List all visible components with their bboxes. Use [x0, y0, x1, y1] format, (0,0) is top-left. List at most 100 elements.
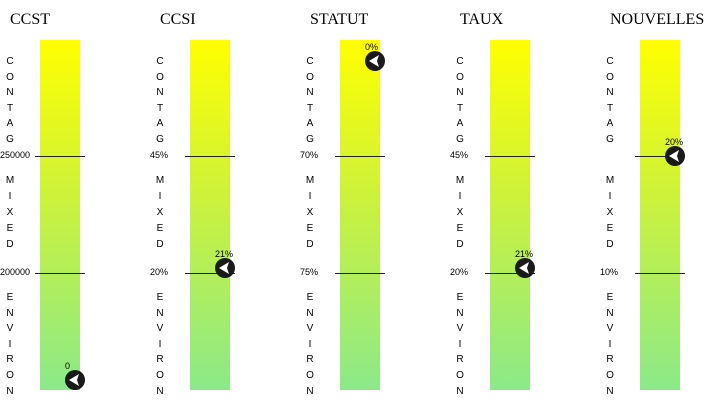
- threshold-line: [335, 156, 385, 157]
- gauge-panel-taux: TAUX C O N T A G M I X E D E N V I R O N 45% 20% 21%: [450, 0, 594, 414]
- zone-letter: N: [6, 385, 14, 397]
- threshold-label: 20%: [150, 267, 169, 277]
- gauge-bar: [640, 40, 680, 390]
- zone-letter: M: [5, 175, 15, 186]
- zone-letter: N: [456, 385, 464, 397]
- zone-letter: D: [306, 239, 314, 250]
- zone-letter: R: [6, 354, 14, 366]
- zone-letter: I: [308, 191, 312, 202]
- zone-letter: C: [606, 56, 614, 67]
- zone-letter: I: [608, 338, 612, 350]
- zone-letter: N: [6, 87, 14, 98]
- zone-letter: I: [158, 338, 162, 350]
- gauge-bar: [490, 40, 530, 390]
- zone-letter: X: [606, 207, 614, 218]
- gauge-panel-statut: STATUT C O N T A G M I X E D E N V I R O N 70% 75% 0%: [300, 0, 444, 414]
- zone-letter: E: [606, 223, 614, 234]
- gauge-value: 0%: [365, 42, 379, 52]
- threshold-label: 200000: [0, 267, 31, 277]
- zone-letter: O: [606, 71, 614, 83]
- gauge-indicator-arrow-icon[interactable]: [514, 257, 536, 279]
- zone-letter: C: [456, 56, 464, 67]
- threshold-line: [485, 273, 535, 274]
- gauge-bar: [340, 40, 380, 390]
- threshold-line: [185, 273, 235, 274]
- zone-letter: N: [156, 87, 164, 98]
- zone-letter: O: [456, 71, 464, 83]
- zone-letter: E: [456, 223, 464, 234]
- gauge-indicator-arrow-icon[interactable]: [64, 369, 86, 391]
- zone-letter: D: [606, 239, 614, 250]
- zone-letter: N: [156, 307, 164, 319]
- zone-letter: O: [6, 71, 14, 83]
- zone-letter: E: [306, 223, 314, 234]
- zone-letter: C: [6, 56, 14, 67]
- zone-letter: T: [456, 102, 464, 114]
- zone-letter: O: [6, 370, 14, 381]
- zone-letter: O: [306, 71, 314, 83]
- zone-letter: M: [305, 175, 315, 186]
- gauge-value: 0: [65, 360, 71, 371]
- zone-letter: D: [6, 239, 14, 250]
- zone-letter: I: [8, 338, 12, 350]
- zone-letter: C: [156, 56, 164, 67]
- zone-letter: N: [6, 307, 14, 319]
- zone-letter: A: [606, 118, 614, 129]
- zone-letter: I: [308, 338, 312, 350]
- gauge-title: NOUVELLES: [610, 11, 705, 28]
- threshold-label: 70%: [300, 150, 319, 160]
- gauge-bar: [190, 40, 230, 390]
- zone-letter: I: [8, 191, 12, 202]
- zone-letter: V: [306, 323, 314, 335]
- zone-letter: A: [456, 118, 464, 129]
- threshold-label: 10%: [600, 267, 619, 277]
- zone-letter: X: [456, 207, 464, 218]
- gauge-panel-ccsi: CCSI C O N T A G M I X E D E N V I R O N 45% 20% 21%: [150, 0, 294, 414]
- threshold-label: 45%: [150, 150, 169, 160]
- zone-letter: D: [156, 239, 164, 250]
- gauge-indicator-arrow-icon[interactable]: [364, 50, 386, 72]
- gauge-value: 21%: [515, 248, 534, 259]
- zone-letter: C: [306, 56, 314, 67]
- zone-letter: R: [456, 354, 464, 366]
- gauge-panel-ccst: CCST C O N T A G M I X E D E N V I R O N 250000 200000 0: [0, 0, 144, 414]
- zone-letter: R: [606, 354, 614, 366]
- zone-letter: E: [156, 223, 164, 234]
- threshold-line: [35, 156, 85, 157]
- zone-letter: E: [456, 292, 464, 303]
- zone-letter: V: [456, 323, 464, 335]
- zone-letter: G: [156, 133, 164, 145]
- gauge-indicator-arrow-icon[interactable]: [214, 257, 236, 279]
- zone-letter: X: [6, 207, 14, 218]
- threshold-line: [185, 156, 235, 157]
- zone-letter: V: [6, 323, 14, 335]
- zone-letter: D: [456, 239, 464, 250]
- threshold-line: [635, 156, 685, 157]
- gauge-title: CCSI: [160, 11, 196, 28]
- zone-letter: A: [6, 118, 14, 129]
- gauge-title: TAUX: [460, 11, 504, 28]
- zone-letter: V: [606, 323, 614, 335]
- zone-letter: M: [155, 175, 165, 186]
- zone-letter: O: [156, 71, 164, 83]
- zone-letter: I: [458, 191, 462, 202]
- threshold-label: 45%: [450, 150, 469, 160]
- zone-letter: M: [605, 175, 615, 186]
- zone-letter: E: [306, 292, 314, 303]
- zone-letter: E: [156, 292, 164, 303]
- zone-letter: R: [156, 354, 164, 366]
- zone-letter: M: [455, 175, 465, 186]
- zone-letter: G: [306, 133, 314, 145]
- gauge-title: CCST: [10, 11, 51, 28]
- threshold-line: [35, 273, 85, 274]
- zone-letter: N: [306, 87, 314, 98]
- zone-letter: X: [156, 207, 164, 218]
- threshold-line: [635, 273, 685, 274]
- zone-letter: N: [606, 385, 614, 397]
- gauge-indicator-arrow-icon[interactable]: [664, 145, 686, 167]
- zone-letter: A: [156, 118, 164, 129]
- zone-letter: E: [606, 292, 614, 303]
- zone-letter: N: [306, 307, 314, 319]
- threshold-label: 75%: [300, 267, 319, 277]
- zone-letter: V: [156, 323, 164, 335]
